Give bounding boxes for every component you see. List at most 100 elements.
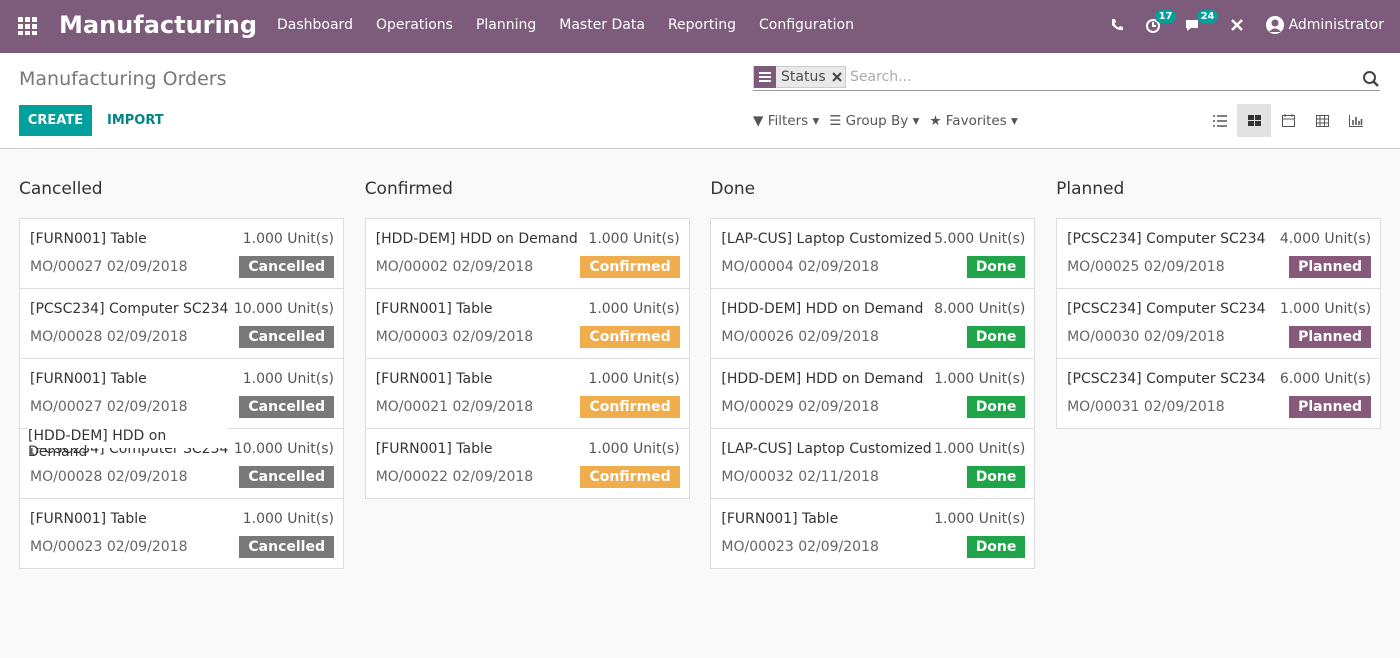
- breadcrumb: Manufacturing Orders: [19, 68, 227, 90]
- drag-ghost: [HDD-DEM] HDD on Demand: [28, 426, 228, 460]
- menu-item[interactable]: Reporting: [667, 17, 737, 33]
- filters-toggle[interactable]: ▼ Filters ▾: [753, 113, 820, 129]
- kanban-card[interactable]: [HDD-DEM] HDD on Demand 1.000 Unit(s) MO/0…: [364, 218, 690, 289]
- search-bar[interactable]: Status Search...: [753, 65, 1380, 91]
- kanban-view[interactable]: [1237, 104, 1271, 137]
- reference: MO/00028: [30, 469, 103, 485]
- kanban-card[interactable]: [PCSC234] Computer SC234 10.000 Unit(s) MO…: [19, 288, 344, 359]
- debug-icon[interactable]: [1230, 18, 1244, 32]
- status-badge: Confirmed: [580, 466, 680, 488]
- quantity-value: 6.000: [1279, 371, 1320, 387]
- column-title: Cancelled: [19, 179, 103, 199]
- activity-badge: 17: [1154, 10, 1177, 23]
- menu-item[interactable]: Operations: [375, 17, 453, 33]
- kanban-card[interactable]: [FURN001] Table 1.000 Unit(s) MO/00021 02/…: [364, 358, 690, 429]
- date: 02/09/2018: [798, 539, 879, 555]
- messages-badge: 24: [1196, 10, 1219, 23]
- card-product: [FURN001] Table: [30, 231, 147, 247]
- date: 02/09/2018: [1143, 259, 1225, 275]
- quantity-value: 1.000: [588, 231, 629, 247]
- graph-view[interactable]: [1339, 104, 1373, 137]
- kanban-card[interactable]: [LAP-CUS] Laptop Customized 5.000 Unit(s)…: [710, 218, 1036, 289]
- card-reference: MO/00002 02/09/2018: [376, 259, 534, 275]
- groupby-toggle[interactable]: ☰ Group By ▾: [829, 113, 920, 129]
- user-menu[interactable]: Administrator: [1265, 16, 1384, 34]
- calendar-view[interactable]: [1271, 104, 1305, 137]
- kanban-card[interactable]: [PCSC234] Computer SC234 6.000 Unit(s) MO/…: [1056, 358, 1382, 429]
- kanban-card[interactable]: [FURN001] Table 1.000 Unit(s) MO/00027 02/…: [19, 218, 344, 289]
- reference: MO/00021: [375, 399, 449, 415]
- kanban-card[interactable]: [HDD-DEM] HDD on Demand 1.000 Unit(s) MO/0…: [710, 358, 1036, 429]
- app-name[interactable]: Manufacturing: [59, 11, 257, 39]
- apps-icon[interactable]: [18, 17, 38, 35]
- quantity-unit: Unit(s): [978, 371, 1026, 387]
- menu-item[interactable]: Planning: [475, 17, 537, 33]
- kanban-card[interactable]: [FURN001] Table 1.000 Unit(s) MO/00003 02/…: [364, 288, 690, 359]
- card-quantity: 1.000 Unit(s): [588, 441, 679, 457]
- create-button[interactable]: CREATE: [19, 105, 92, 136]
- quantity-value: 4.000: [1279, 231, 1320, 247]
- navbar: Manufacturing Dashboard Operations Plannin…: [0, 0, 1400, 53]
- kanban-card[interactable]: [FURN001] Table 1.000 Unit(s) MO/00022 02/…: [364, 428, 690, 499]
- kanban-card[interactable]: [FURN001] Table 1.000 Unit(s) MO/00027 02/…: [19, 358, 344, 429]
- card-quantity: 1.000 Unit(s): [243, 231, 334, 247]
- date: 02/09/2018: [1143, 399, 1225, 415]
- kanban-card[interactable]: [LAP-CUS] Laptop Customized 1.000 Unit(s)…: [710, 428, 1036, 499]
- kanban-card[interactable]: [PCSC234] Computer SC234 1.000 Unit(s) MO/…: [1056, 288, 1382, 359]
- card-reference: MO/00025 02/09/2018: [1067, 259, 1225, 275]
- favorites-toggle[interactable]: ★ Favorites ▾: [929, 113, 1018, 129]
- menu-item[interactable]: Configuration: [759, 17, 854, 33]
- import-button[interactable]: IMPORT: [107, 113, 164, 128]
- kanban-card[interactable]: [FURN001] Table 1.000 Unit(s) MO/00023 02/…: [710, 498, 1036, 569]
- quantity-value: 1.000: [934, 511, 975, 527]
- card-quantity: 5.000 Unit(s): [934, 231, 1025, 247]
- quantity-unit: Unit(s): [1324, 371, 1372, 387]
- column-title: Done: [710, 179, 756, 199]
- menu-item[interactable]: Master Data: [559, 17, 645, 33]
- status-badge: Cancelled: [239, 536, 334, 558]
- view-switcher: [1203, 104, 1373, 137]
- status-badge: Cancelled: [239, 326, 334, 348]
- date: 02/11/2018: [798, 469, 879, 485]
- status-badge: Confirmed: [580, 256, 680, 278]
- activity-icon[interactable]: 17: [1145, 10, 1177, 37]
- kanban-card[interactable]: [FURN001] Table 1.000 Unit(s) MO/00023 02/…: [19, 498, 344, 569]
- pivot-view[interactable]: [1305, 104, 1339, 137]
- search-facet[interactable]: Status: [753, 66, 846, 88]
- kanban-card[interactable]: [PCSC234] Computer SC234 4.000 Unit(s) MO/…: [1056, 218, 1382, 289]
- card-reference: MO/00026 02/09/2018: [721, 329, 879, 345]
- quantity-value: 1.000: [588, 441, 629, 457]
- date: 02/09/2018: [452, 469, 534, 485]
- card-product: [PCSC234] Computer SC234: [1067, 231, 1266, 247]
- card-reference: MO/00004 02/09/2018: [721, 259, 879, 275]
- card-product: [FURN001] Table: [30, 371, 147, 387]
- quantity-unit: Unit(s): [287, 441, 334, 457]
- status-badge: Cancelled: [239, 256, 334, 278]
- quantity-unit: Unit(s): [1324, 231, 1372, 247]
- menu-item[interactable]: Dashboard: [277, 17, 353, 33]
- reference: MO/00025: [1067, 259, 1140, 275]
- search-placeholder: Search...: [850, 69, 912, 85]
- card-product: [FURN001] Table: [375, 371, 493, 387]
- quantity-value: 1.000: [1279, 301, 1320, 317]
- kanban-card[interactable]: [HDD-DEM] HDD on Demand 8.000 Unit(s) MO/0…: [710, 288, 1036, 359]
- phone-icon[interactable]: [1110, 18, 1124, 32]
- control-panel: Manufacturing Orders Status Search... CR…: [0, 53, 1400, 149]
- quantity-unit: Unit(s): [978, 511, 1026, 527]
- list-view[interactable]: [1203, 104, 1237, 137]
- search-icon[interactable]: [1362, 70, 1380, 88]
- card-quantity: 1.000 Unit(s): [934, 371, 1025, 387]
- favorites-label: Favorites: [945, 113, 1007, 129]
- messages-icon[interactable]: 24: [1185, 10, 1219, 37]
- card-product: [HDD-DEM] HDD on Demand: [375, 231, 578, 247]
- card-reference: MO/00028 02/09/2018: [30, 329, 188, 345]
- column-title: Planned: [1056, 179, 1125, 199]
- quantity-value: 1.000: [588, 301, 629, 317]
- facet-remove[interactable]: [831, 72, 845, 82]
- quantity-unit: Unit(s): [287, 511, 334, 527]
- card-reference: MO/00030 02/09/2018: [1067, 329, 1225, 345]
- reference: MO/00030: [1067, 329, 1140, 345]
- card-quantity: 10.000 Unit(s): [234, 441, 334, 457]
- status-badge: Done: [966, 326, 1026, 348]
